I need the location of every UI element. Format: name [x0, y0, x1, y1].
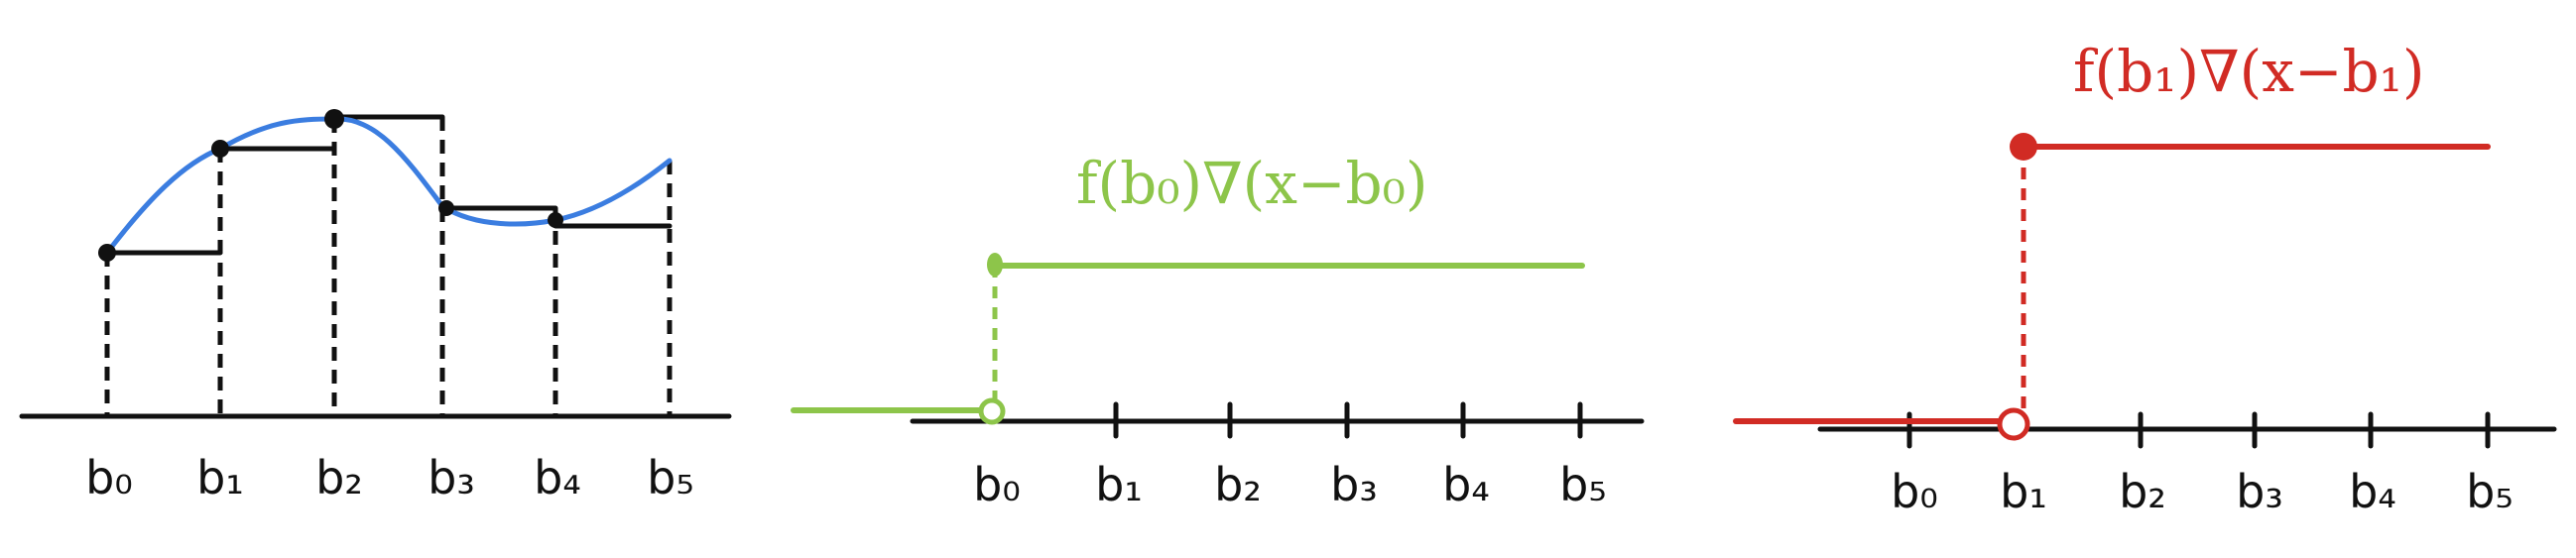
- tick-label-b5: b₅: [2466, 465, 2514, 518]
- tick-labels: b₀ b₁ b₂ b₃ b₄ b₅: [85, 451, 694, 504]
- sample-point-b3: [438, 200, 454, 216]
- tick-label-b4: b₄: [1442, 458, 1490, 511]
- axis-ticks: [1906, 411, 2491, 449]
- sample-points: [98, 109, 563, 262]
- tick-label-b4: b₄: [2349, 465, 2396, 518]
- tick-label-b2: b₂: [2119, 465, 2166, 518]
- tick-label-b3: b₃: [428, 451, 475, 504]
- tick-labels: b₀ b₁ b₂ b₃ b₄ b₅: [1891, 465, 2514, 518]
- tick-label-b4: b₄: [534, 451, 581, 504]
- axis-ticks: [1113, 401, 1583, 439]
- sample-point-b1: [211, 140, 229, 158]
- tick-label-b5: b₅: [1559, 458, 1607, 511]
- panel-step-at-b0: f(b₀)∇(x−b₀) b₀ b₁ b₂ b₃ b₄ b₅: [791, 150, 1645, 511]
- sample-point-b0: [98, 244, 116, 262]
- panel-step-at-b1: f(b₁)∇(x−b₁) b₀ b₁ b₂ b₃ b₄ b₅: [1733, 38, 2557, 518]
- formula-label: f(b₀)∇(x−b₀): [1076, 150, 1428, 217]
- sample-point-b2: [324, 109, 344, 129]
- tick-label-b2: b₂: [315, 451, 363, 504]
- tick-label-b0: b₀: [1891, 465, 1938, 518]
- open-circle-b0: [978, 397, 1006, 425]
- tick-label-b0: b₀: [85, 451, 133, 504]
- tick-labels: b₀ b₁ b₂ b₃ b₄ b₅: [973, 458, 1607, 511]
- tick-label-b3: b₃: [2236, 465, 2283, 518]
- tick-label-b1: b₁: [1095, 458, 1143, 511]
- sample-point-b4: [548, 212, 563, 228]
- tick-label-b3: b₃: [1330, 458, 1378, 511]
- tick-label-b2: b₂: [1214, 458, 1262, 511]
- tick-label-b1: b₁: [196, 451, 244, 504]
- formula-label: f(b₁)∇(x−b₁): [2073, 38, 2425, 105]
- tick-label-b0: b₀: [973, 458, 1021, 511]
- tick-label-b5: b₅: [647, 451, 694, 504]
- open-circle-b1: [1997, 407, 2030, 441]
- filled-point-b0: [987, 253, 1003, 277]
- function-curve: [104, 116, 673, 256]
- step-segments: [104, 114, 673, 256]
- dashed-verticals: [104, 117, 673, 416]
- tick-label-b1: b₁: [2000, 465, 2047, 518]
- panel-riemann-approximation: b₀ b₁ b₂ b₃ b₄ b₅: [19, 109, 732, 504]
- filled-point-b1: [2010, 133, 2037, 161]
